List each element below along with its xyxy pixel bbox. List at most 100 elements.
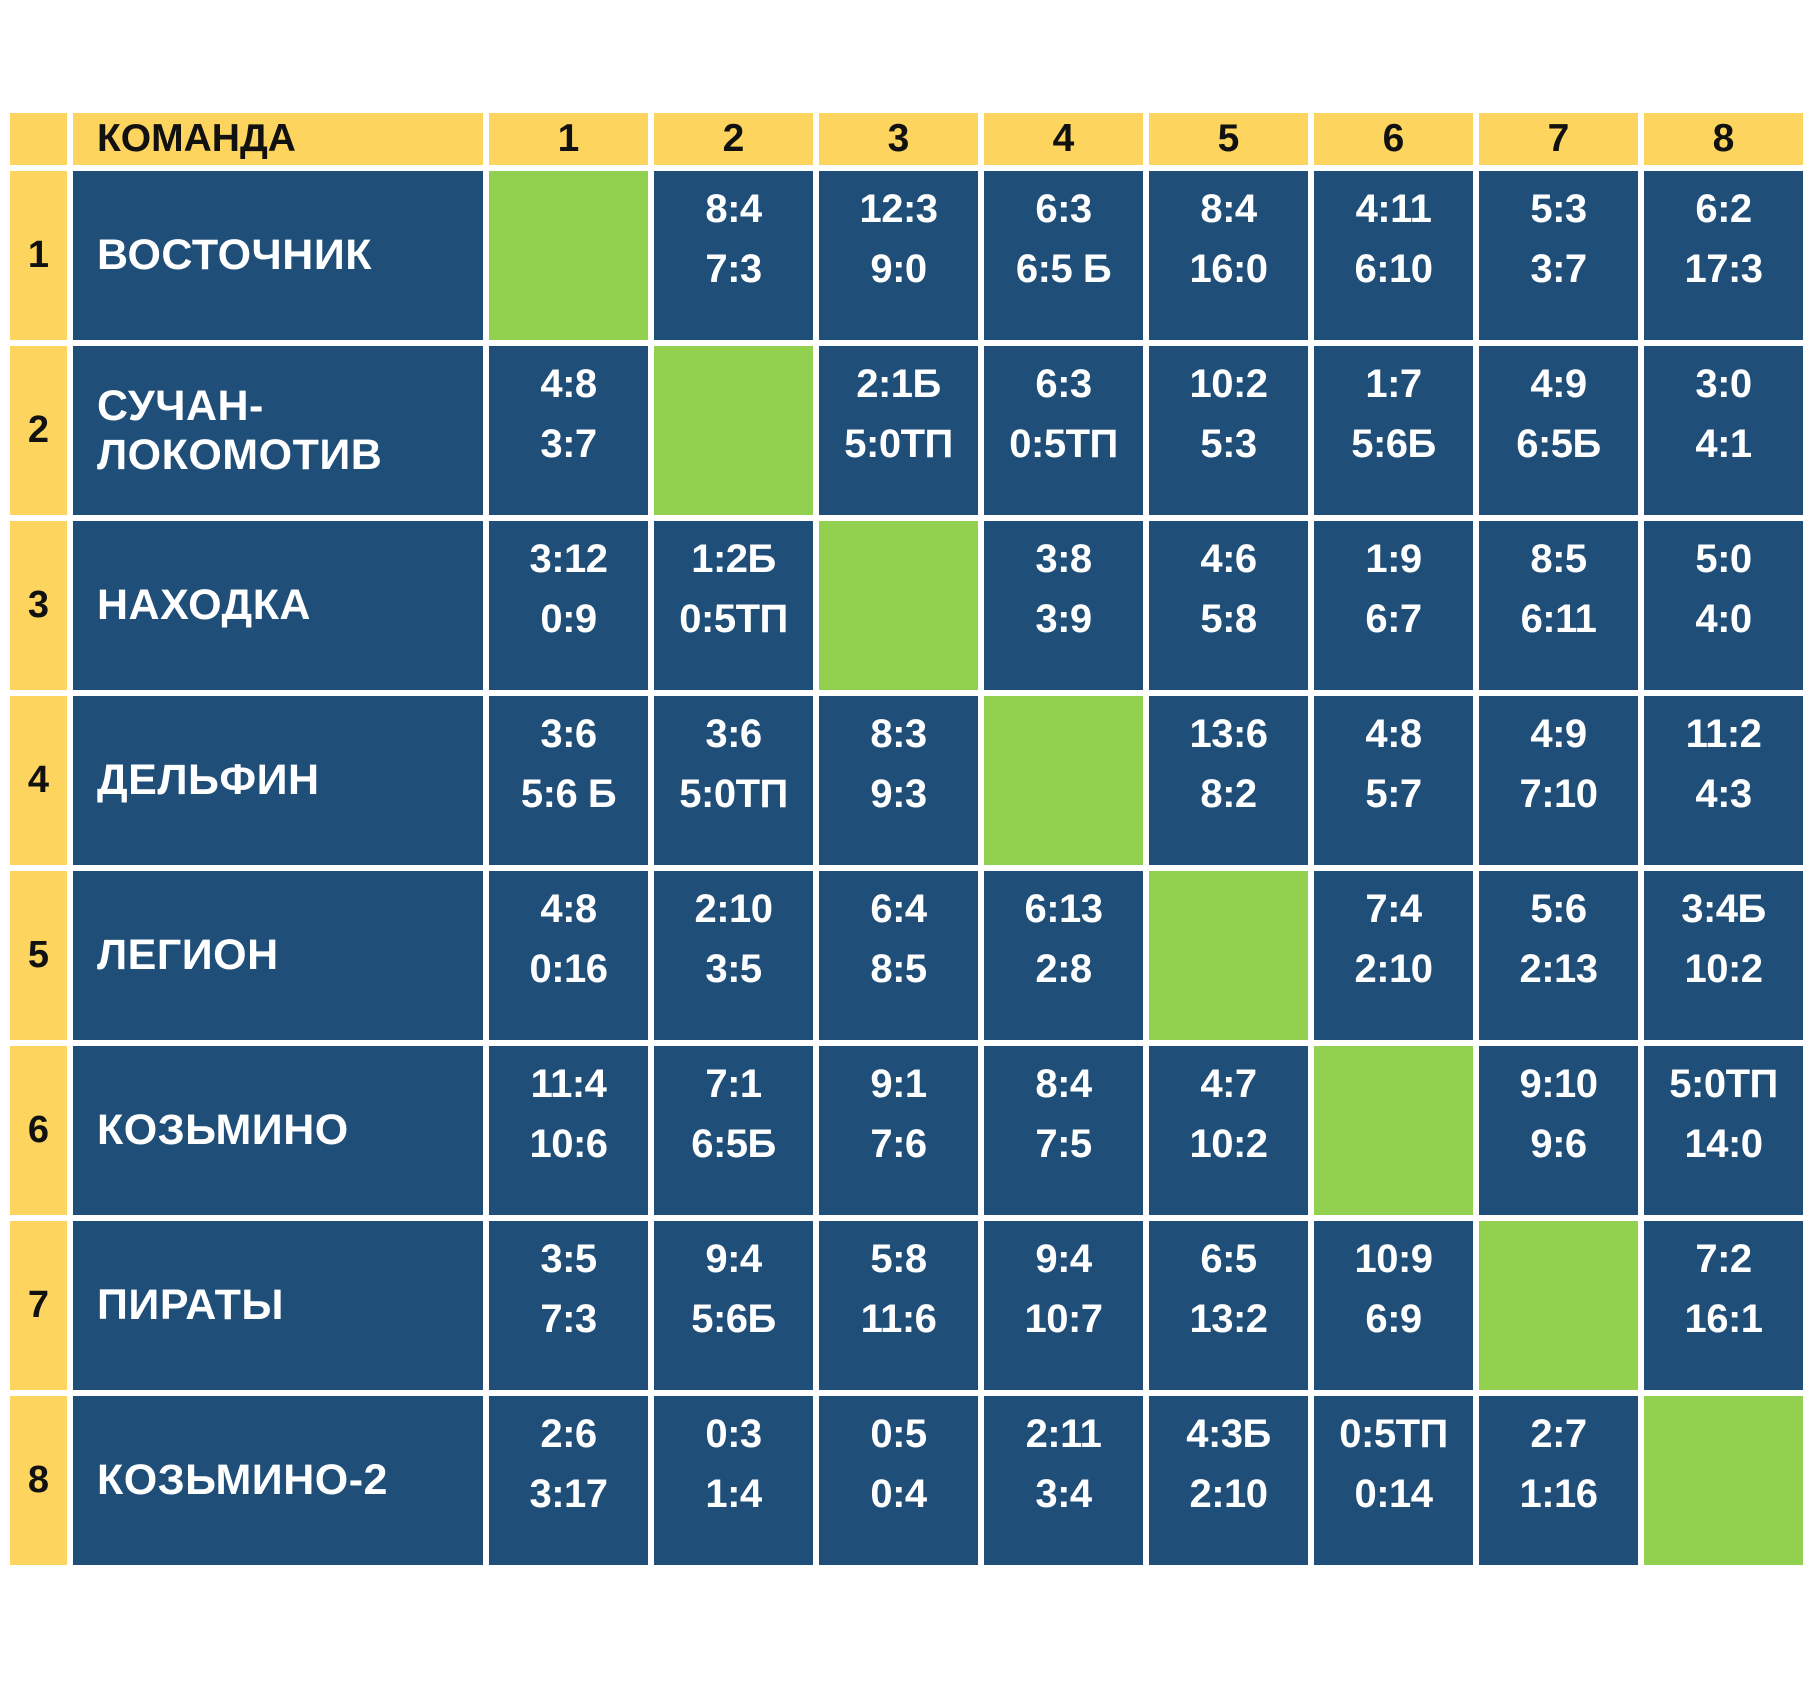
team-name: КОЗЬМИНО-2 bbox=[73, 1396, 483, 1565]
score-line: 4:8 bbox=[540, 362, 597, 406]
score-line: 6:3 bbox=[1035, 187, 1092, 231]
score-cell: 3:5 7:3 bbox=[489, 1221, 648, 1390]
score-cell: 7:1 6:5Б bbox=[654, 1046, 813, 1215]
score-line: 4:8 bbox=[540, 887, 597, 931]
score-line: 5:6 Б bbox=[520, 772, 617, 816]
score-line: 3:5 bbox=[540, 1237, 597, 1281]
score-cell: 3:0 4:1 bbox=[1644, 346, 1803, 515]
diagonal-cell bbox=[654, 346, 813, 515]
score-cell: 4:6 5:8 bbox=[1149, 521, 1308, 690]
row-number: 6 bbox=[10, 1046, 67, 1215]
score-line: 7:6 bbox=[870, 1122, 927, 1166]
score-line: 3:7 bbox=[1530, 247, 1587, 291]
score-line: 5:6Б bbox=[1351, 422, 1436, 466]
score-line: 8:5 bbox=[1530, 537, 1587, 581]
score-line: 8:4 bbox=[1035, 1062, 1092, 1106]
score-line: 3:0 bbox=[1695, 362, 1752, 406]
score-line: 7:3 bbox=[540, 1297, 597, 1341]
score-line: 11:6 bbox=[860, 1297, 937, 1341]
score-line: 4:6 bbox=[1200, 537, 1257, 581]
score-line: 0:3 bbox=[705, 1412, 762, 1456]
score-line: 10:2 bbox=[1189, 362, 1268, 406]
team-name: ПИРАТЫ bbox=[73, 1221, 483, 1390]
score-cell: 7:4 2:10 bbox=[1314, 871, 1473, 1040]
score-line: 2:10 bbox=[1354, 947, 1433, 991]
score-cell: 2:10 3:5 bbox=[654, 871, 813, 1040]
score-line: 5:3 bbox=[1530, 187, 1587, 231]
col-header-3: 3 bbox=[819, 113, 978, 165]
score-line: 16:1 bbox=[1684, 1297, 1763, 1341]
score-cell: 10:2 5:3 bbox=[1149, 346, 1308, 515]
score-cell: 11:4 10:6 bbox=[489, 1046, 648, 1215]
score-line: 6:5 bbox=[1200, 1237, 1257, 1281]
score-cell: 6:2 17:3 bbox=[1644, 171, 1803, 340]
score-line: 16:0 bbox=[1189, 247, 1268, 291]
score-line: 6:5Б bbox=[691, 1122, 776, 1166]
score-line: 11:4 bbox=[530, 1062, 607, 1106]
score-line: 2:7 bbox=[1530, 1412, 1587, 1456]
score-line: 5:0ТП bbox=[844, 422, 953, 466]
score-cell: 6:3 0:5ТП bbox=[984, 346, 1143, 515]
score-line: 3:8 bbox=[1035, 537, 1092, 581]
score-line: 4:9 bbox=[1530, 712, 1587, 756]
score-cell: 3:4Б 10:2 bbox=[1644, 871, 1803, 1040]
col-header-1: 1 bbox=[489, 113, 648, 165]
score-line: 9:3 bbox=[870, 772, 927, 816]
score-cell: 5:3 3:7 bbox=[1479, 171, 1638, 340]
score-line: 6:13 bbox=[1024, 887, 1103, 931]
score-line: 13:2 bbox=[1189, 1297, 1268, 1341]
score-line: 5:0 bbox=[1695, 537, 1752, 581]
score-cell: 9:4 5:6Б bbox=[654, 1221, 813, 1390]
score-line: 2:10 bbox=[694, 887, 773, 931]
score-line: 9:10 bbox=[1519, 1062, 1598, 1106]
score-cell: 4:11 6:10 bbox=[1314, 171, 1473, 340]
diagonal-cell bbox=[819, 521, 978, 690]
results-table: КОМАНДА 1 2 3 4 5 6 7 8 1 ВОСТОЧНИК 8:4 7:3 12:3 9:0 6… bbox=[10, 113, 1803, 1565]
score-line: 11:2 bbox=[1685, 712, 1762, 756]
score-line: 6:2 bbox=[1695, 187, 1752, 231]
score-line: 7:1 bbox=[705, 1062, 762, 1106]
score-cell: 5:0 4:0 bbox=[1644, 521, 1803, 690]
score-cell: 10:9 6:9 bbox=[1314, 1221, 1473, 1390]
score-line: 7:4 bbox=[1365, 887, 1422, 931]
score-cell: 4:9 7:10 bbox=[1479, 696, 1638, 865]
score-cell: 1:9 6:7 bbox=[1314, 521, 1473, 690]
score-cell: 4:3Б 2:10 bbox=[1149, 1396, 1308, 1565]
score-line: 4:3 bbox=[1695, 772, 1752, 816]
score-line: 5:0ТП bbox=[1669, 1062, 1778, 1106]
score-line: 7:5 bbox=[1035, 1122, 1092, 1166]
score-line: 2:8 bbox=[1035, 947, 1092, 991]
score-line: 5:3 bbox=[1200, 422, 1257, 466]
diagonal-cell bbox=[489, 171, 648, 340]
score-line: 5:6Б bbox=[691, 1297, 776, 1341]
diagonal-cell bbox=[1644, 1396, 1803, 1565]
score-line: 1:16 bbox=[1519, 1472, 1598, 1516]
score-cell: 5:0ТП 14:0 bbox=[1644, 1046, 1803, 1215]
score-cell: 0:5 0:4 bbox=[819, 1396, 978, 1565]
score-line: 0:5ТП bbox=[1009, 422, 1118, 466]
team-name: ДЕЛЬФИН bbox=[73, 696, 483, 865]
score-line: 9:6 bbox=[1530, 1122, 1587, 1166]
score-line: 5:8 bbox=[1200, 597, 1257, 641]
score-line: 10:9 bbox=[1354, 1237, 1433, 1281]
score-cell: 0:3 1:4 bbox=[654, 1396, 813, 1565]
col-header-4: 4 bbox=[984, 113, 1143, 165]
score-line: 3:9 bbox=[1035, 597, 1092, 641]
score-cell: 3:6 5:6 Б bbox=[489, 696, 648, 865]
score-cell: 11:2 4:3 bbox=[1644, 696, 1803, 865]
score-line: 4:9 bbox=[1530, 362, 1587, 406]
score-line: 6:10 bbox=[1354, 247, 1433, 291]
score-line: 2:6 bbox=[540, 1412, 597, 1456]
score-cell: 4:8 3:7 bbox=[489, 346, 648, 515]
score-line: 9:0 bbox=[870, 247, 927, 291]
score-cell: 12:3 9:0 bbox=[819, 171, 978, 340]
score-line: 0:5ТП bbox=[679, 597, 788, 641]
score-line: 2:10 bbox=[1189, 1472, 1268, 1516]
score-line: 3:12 bbox=[529, 537, 608, 581]
score-line: 8:5 bbox=[870, 947, 927, 991]
team-name: ЛЕГИОН bbox=[73, 871, 483, 1040]
score-line: 4:1 bbox=[1695, 422, 1752, 466]
score-cell: 8:4 16:0 bbox=[1149, 171, 1308, 340]
score-cell: 4:8 0:16 bbox=[489, 871, 648, 1040]
score-cell: 8:4 7:5 bbox=[984, 1046, 1143, 1215]
